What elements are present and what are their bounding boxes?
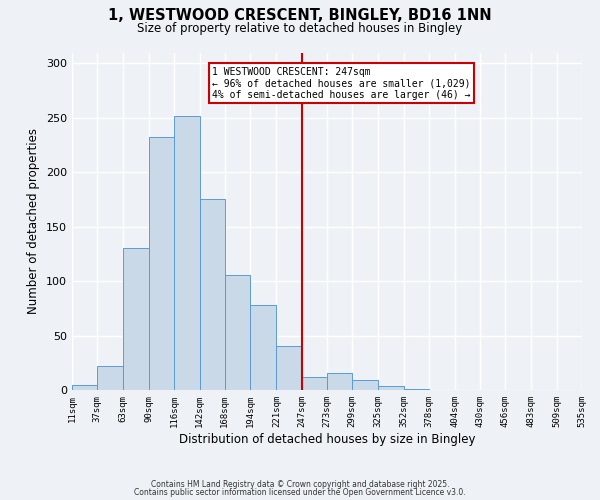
- Text: Contains HM Land Registry data © Crown copyright and database right 2025.: Contains HM Land Registry data © Crown c…: [151, 480, 449, 489]
- Bar: [72, 384, 97, 390]
- Bar: [174, 116, 200, 390]
- Text: Size of property relative to detached houses in Bingley: Size of property relative to detached ho…: [137, 22, 463, 35]
- Bar: [377, 386, 404, 390]
- Bar: [199, 200, 225, 390]
- Bar: [250, 305, 277, 390]
- Y-axis label: Number of detached properties: Number of detached properties: [28, 128, 40, 314]
- Bar: [352, 380, 377, 390]
- Bar: [97, 366, 122, 390]
- Text: Contains public sector information licensed under the Open Government Licence v3: Contains public sector information licen…: [134, 488, 466, 497]
- Text: 1, WESTWOOD CRESCENT, BINGLEY, BD16 1NN: 1, WESTWOOD CRESCENT, BINGLEY, BD16 1NN: [108, 8, 492, 22]
- Bar: [404, 389, 429, 390]
- Text: 1 WESTWOOD CRESCENT: 247sqm
← 96% of detached houses are smaller (1,029)
4% of s: 1 WESTWOOD CRESCENT: 247sqm ← 96% of det…: [212, 66, 470, 100]
- X-axis label: Distribution of detached houses by size in Bingley: Distribution of detached houses by size …: [179, 432, 475, 446]
- Bar: [327, 372, 352, 390]
- Bar: [225, 274, 250, 390]
- Bar: [149, 138, 174, 390]
- Bar: [302, 377, 327, 390]
- Bar: [277, 346, 302, 390]
- Bar: [122, 248, 149, 390]
